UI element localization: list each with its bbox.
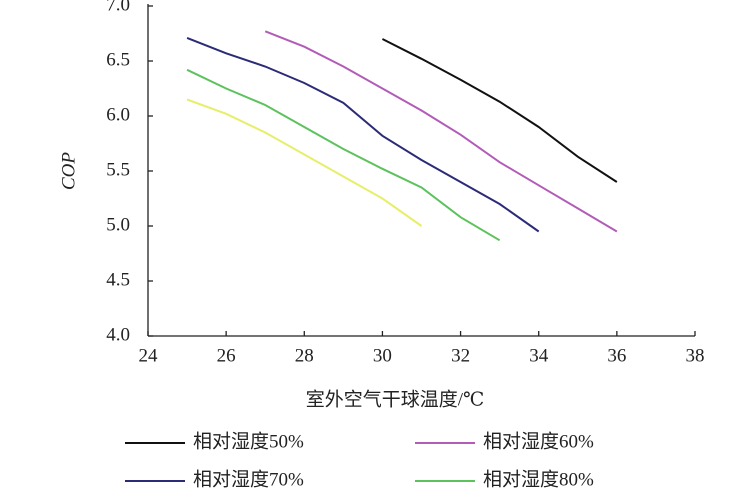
y-tick-label: 5.5 — [106, 159, 130, 180]
y-tick-label: 4.0 — [106, 324, 130, 345]
y-tick-label: 6.0 — [106, 104, 130, 125]
series-line — [186, 36, 540, 233]
x-tick-label: 24 — [139, 345, 159, 366]
y-axis-label: COP — [58, 152, 79, 190]
legend-label: 相对湿度70% — [193, 468, 304, 490]
x-tick-label: 38 — [686, 345, 705, 366]
legend-label: 相对湿度50% — [193, 430, 304, 452]
x-tick-label: 34 — [529, 345, 549, 366]
y-tick-label: 5.0 — [106, 214, 130, 235]
x-axis-label: 室外空气干球温度/℃ — [306, 388, 485, 410]
x-tick-label: 28 — [295, 345, 314, 366]
series-line — [264, 30, 618, 233]
x-tick-label: 36 — [607, 345, 626, 366]
legend-label: 相对湿度80% — [483, 468, 594, 490]
legend-label: 相对湿度60% — [483, 430, 594, 452]
series-line — [381, 38, 618, 183]
series-line — [186, 68, 501, 242]
y-tick-label: 7.0 — [106, 0, 130, 15]
y-tick-label: 6.5 — [106, 49, 130, 70]
y-tick-label: 4.5 — [106, 269, 130, 290]
x-tick-label: 32 — [451, 345, 470, 366]
series-line — [186, 98, 423, 227]
x-tick-label: 26 — [217, 345, 236, 366]
x-tick-label: 30 — [373, 345, 392, 366]
